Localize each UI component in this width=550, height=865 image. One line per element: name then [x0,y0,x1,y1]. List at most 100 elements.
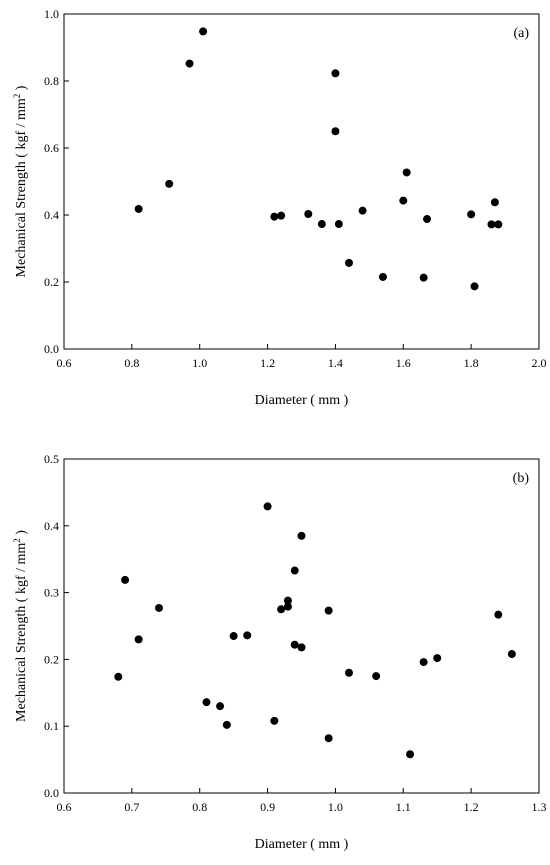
x-tick-label: 1.6 [396,356,411,370]
data-point [202,698,211,707]
x-tick-label: 0.6 [57,356,72,370]
plot-frame [63,458,540,794]
y-axis-title-superscript: 2 [12,94,22,99]
y-tick-label: 0.0 [44,786,59,800]
data-point [277,211,286,220]
data-point [419,273,428,282]
data-point [331,69,340,78]
y-tick-label: 0.0 [44,342,59,356]
x-tick-label: 0.9 [260,800,275,814]
data-point [185,59,194,68]
x-axis-title: Diameter ( mm ) [255,393,349,408]
data-point [399,196,408,205]
data-point [331,127,340,136]
y-axis-title-end: ) [14,530,29,539]
y-tick-label: 0.3 [44,586,59,600]
y-tick-label: 0.5 [44,452,59,466]
data-point [490,198,499,207]
data-point [372,672,381,681]
data-point [419,658,428,667]
data-point [433,654,442,663]
data-point [229,632,238,641]
data-point [402,168,411,177]
y-axis-title: Mechanical Strength ( kgf / mm2 ) [12,530,29,722]
plot-frame [63,13,540,350]
data-point [283,602,292,611]
data-point [134,635,143,644]
data-points [114,502,516,759]
y-tick-label: 0.2 [44,652,59,666]
data-point [270,716,279,725]
x-tick-label: 1.2 [260,356,275,370]
y-tick-label: 0.1 [44,719,59,733]
x-tick-label: 0.7 [124,800,139,814]
data-point [358,206,367,215]
y-axis-title: Mechanical Strength ( kgf / mm2 ) [12,85,29,277]
x-tick-label: 1.1 [396,800,411,814]
x-tick-label: 1.8 [464,356,479,370]
data-point [263,502,272,511]
y-tick-label: 0.4 [44,519,59,533]
data-point [467,210,476,219]
data-point [487,220,496,229]
data-point [277,605,286,614]
y-axis-title-superscript: 2 [12,538,22,543]
x-axis-ticks: 0.6 0.7 0.8 0.9 1.0 1.1 1.2 1.3 [57,788,547,814]
y-axis-ticks: 0.0 0.2 0.4 0.6 0.8 1.0 [44,7,69,356]
data-point [304,209,313,218]
data-point [243,631,252,640]
x-axis-title: Diameter ( mm ) [255,837,349,852]
data-point [324,734,333,743]
data-point [290,640,299,649]
data-point [121,575,130,584]
panel-label: (b) [513,471,530,486]
y-tick-label: 1.0 [44,7,59,21]
data-point [297,531,306,540]
panel-label: (a) [513,26,529,41]
x-axis-ticks: 0.6 0.8 1.0 1.2 1.4 1.6 1.8 2.0 [57,344,547,370]
data-point [216,702,225,711]
y-tick-label: 0.4 [44,208,59,222]
data-point [334,220,343,229]
x-tick-label: 2.0 [532,356,547,370]
data-point [222,720,231,729]
y-axis-ticks: 0.0 0.1 0.2 0.3 0.4 0.5 [44,452,69,800]
x-tick-label: 0.6 [57,800,72,814]
data-point [406,750,415,759]
y-tick-label: 0.8 [44,74,59,88]
data-point [378,272,387,281]
y-axis-title-main: Mechanical Strength ( kgf / mm [14,98,29,277]
chart-panel-b: 0.6 0.7 0.8 0.9 1.0 1.1 1.2 1.3 0.0 0.1 0.2 0.3 0.4… [12,452,547,852]
data-point [155,603,163,612]
data-points [134,27,503,291]
x-tick-label: 1.3 [532,800,547,814]
data-point [494,610,503,619]
y-axis-title-main: Mechanical Strength ( kgf / mm [14,543,29,722]
x-tick-label: 1.0 [192,356,207,370]
data-point [297,643,306,652]
data-point [290,566,299,575]
data-point [317,220,326,229]
data-point [134,204,143,213]
x-tick-label: 0.8 [124,356,139,370]
y-tick-label: 0.6 [44,141,59,155]
data-point [199,27,208,36]
y-axis-title-end: ) [14,85,29,94]
chart-panel-a: 0.6 0.8 1.0 1.2 1.4 1.6 1.8 2.0 0.0 0.2 0.4 0.6 0.8… [12,7,547,408]
y-tick-label: 0.2 [44,275,59,289]
data-point [114,672,123,681]
data-point [283,596,292,605]
x-tick-label: 1.4 [328,356,343,370]
data-point [324,606,333,615]
data-point [270,212,279,221]
data-point [165,179,174,188]
x-tick-label: 1.0 [328,800,343,814]
x-tick-label: 0.8 [192,800,207,814]
data-point [345,668,353,677]
data-point [345,258,353,267]
data-point [470,282,479,291]
data-point [507,650,516,659]
data-point [423,215,432,224]
data-point [494,220,503,229]
